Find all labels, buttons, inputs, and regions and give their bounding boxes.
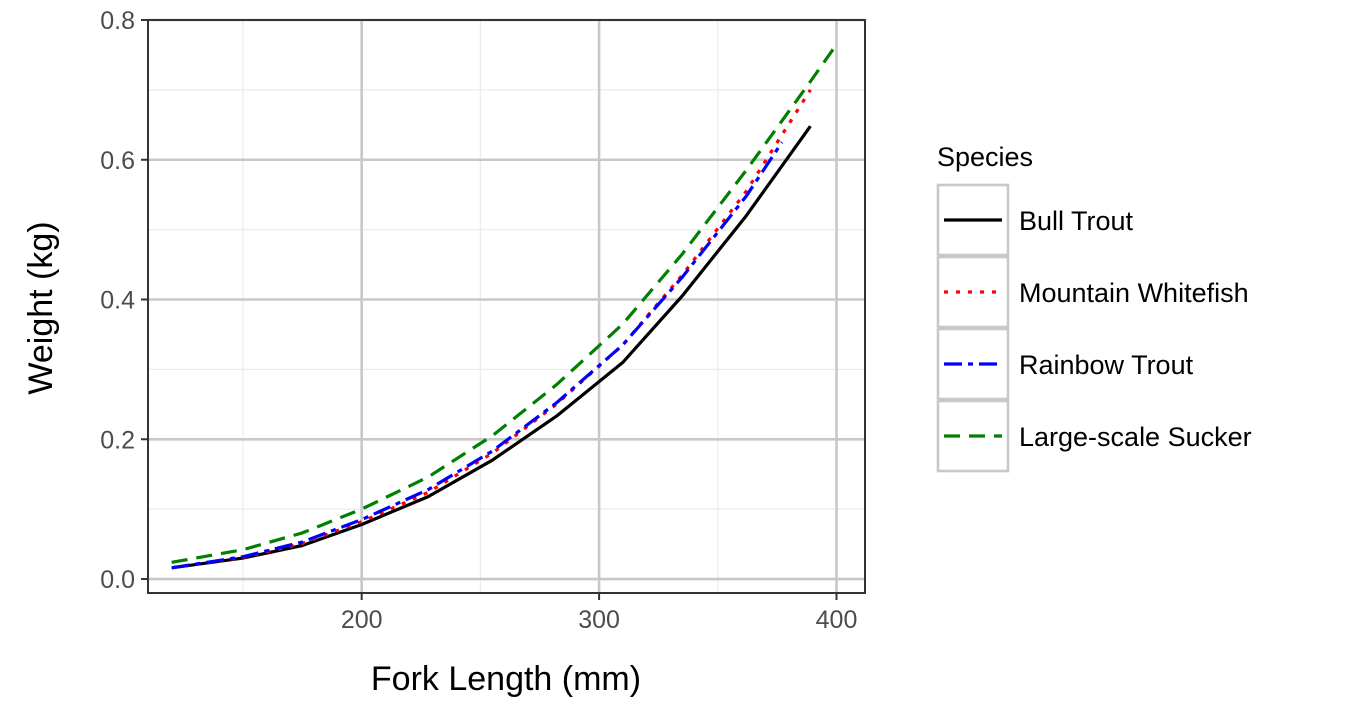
y-tick-label: 0.2 <box>100 426 135 454</box>
y-tick-labels: 0.0 0.2 0.4 0.6 0.8 <box>100 7 135 594</box>
legend-label: Mountain Whitefish <box>1019 278 1249 308</box>
y-axis-title: Weight (kg) <box>22 221 60 394</box>
x-tick-labels: 200 300 400 <box>341 606 858 634</box>
y-tick-label: 0.0 <box>100 566 135 594</box>
minor-gridlines <box>148 20 865 593</box>
y-tick-label: 0.8 <box>100 7 135 35</box>
x-axis-title: Fork Length (mm) <box>371 660 641 698</box>
legend: Species Bull Trout Mountain Whitefish Rain… <box>936 142 1252 473</box>
y-tick-label: 0.6 <box>100 147 135 175</box>
x-tick-label: 300 <box>578 606 620 634</box>
series-line-mountain-whitefish <box>171 89 812 570</box>
legend-item-bull-trout: Bull Trout <box>936 183 1134 257</box>
series-line-bull-trout <box>171 125 812 570</box>
y-tick-label: 0.4 <box>100 287 135 315</box>
axis-ticks <box>141 19 838 600</box>
x-tick-label: 200 <box>341 606 383 634</box>
legend-item-mountain-whitefish: Mountain Whitefish <box>936 255 1249 329</box>
x-tick-label: 400 <box>816 606 858 634</box>
legend-item-large-scale-sucker: Large-scale Sucker <box>936 399 1252 473</box>
plot-panel-border <box>147 19 866 594</box>
series-line-rainbow-trout <box>171 141 784 570</box>
legend-label: Rainbow Trout <box>1019 350 1194 380</box>
legend-label: Bull Trout <box>1019 206 1134 236</box>
major-gridlines <box>148 18 865 593</box>
legend-item-rainbow-trout: Rainbow Trout <box>936 327 1194 401</box>
legend-key-box <box>936 255 1010 329</box>
legend-label: Large-scale Sucker <box>1019 422 1252 452</box>
series-line-large-scale-sucker <box>171 43 838 564</box>
series-lines <box>171 43 838 570</box>
legend-title: Species <box>937 142 1033 172</box>
legend-items: Bull Trout Mountain Whitefish Rainbow Trou… <box>936 183 1252 473</box>
